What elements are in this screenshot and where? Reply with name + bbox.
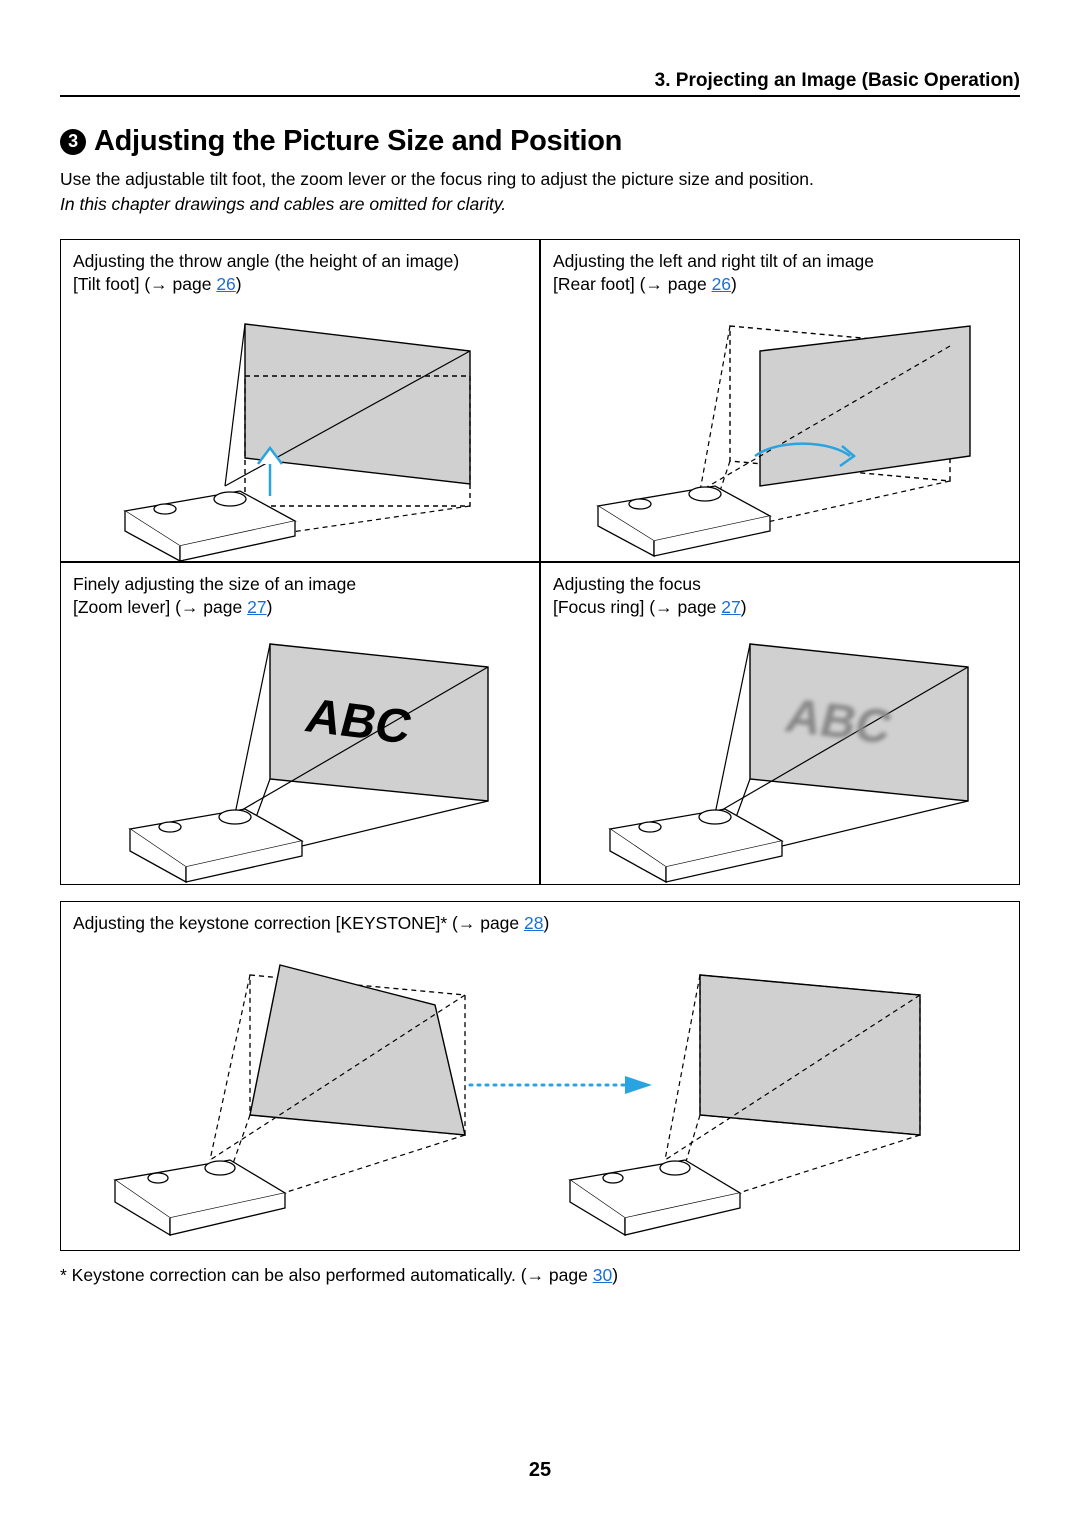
illustration-focus: ABC xyxy=(541,629,1019,884)
page-link[interactable]: 27 xyxy=(247,597,266,617)
cell-ref: [Focus ring] (→ page 27) xyxy=(553,596,1007,620)
illustration-rear-foot xyxy=(541,306,1019,561)
chapter-header: 3. Projecting an Image (Basic Operation) xyxy=(60,70,1020,97)
cell-caption: Finely adjusting the size of an image xyxy=(73,573,527,597)
page-number: 25 xyxy=(0,1459,1080,1482)
illustration-zoom: ABC xyxy=(61,629,539,884)
illustration-tilt xyxy=(61,306,539,561)
cell-zoom-lever: Finely adjusting the size of an image [Z… xyxy=(61,562,540,884)
cell-caption: Adjusting the throw angle (the height of… xyxy=(73,250,527,274)
page-link[interactable]: 26 xyxy=(216,274,235,294)
page-link[interactable]: 30 xyxy=(593,1265,612,1285)
illustration-keystone xyxy=(61,950,1019,1250)
cell-caption: Adjusting the focus xyxy=(553,573,1007,597)
cell-caption: Adjusting the left and right tilt of an … xyxy=(553,250,1007,274)
keystone-box: Adjusting the keystone correction [KEYST… xyxy=(60,901,1020,1251)
cell-ref: [Zoom lever] (→ page 27) xyxy=(73,596,527,620)
section-title-text: Adjusting the Picture Size and Position xyxy=(94,125,622,158)
adjustment-grid: Adjusting the throw angle (the height of… xyxy=(60,239,1020,885)
cell-focus-ring: Adjusting the focus [Focus ring] (→ page… xyxy=(540,562,1019,884)
section-title: 3 Adjusting the Picture Size and Positio… xyxy=(60,125,1020,158)
intro-text: Use the adjustable tilt foot, the zoom l… xyxy=(60,168,1020,192)
page-link[interactable]: 26 xyxy=(712,274,731,294)
cell-tilt-foot: Adjusting the throw angle (the height of… xyxy=(61,240,540,562)
cell-ref: [Tilt foot] (→ page 26) xyxy=(73,273,527,297)
footnote: * Keystone correction can be also perfor… xyxy=(60,1265,1020,1286)
cell-ref: [Rear foot] (→ page 26) xyxy=(553,273,1007,297)
keystone-caption: Adjusting the keystone correction [KEYST… xyxy=(73,913,549,933)
page-link[interactable]: 27 xyxy=(721,597,740,617)
section-badge: 3 xyxy=(60,129,86,155)
page-link[interactable]: 28 xyxy=(524,913,543,933)
intro-italic: In this chapter drawings and cables are … xyxy=(60,194,1020,215)
cell-rear-foot: Adjusting the left and right tilt of an … xyxy=(540,240,1019,562)
